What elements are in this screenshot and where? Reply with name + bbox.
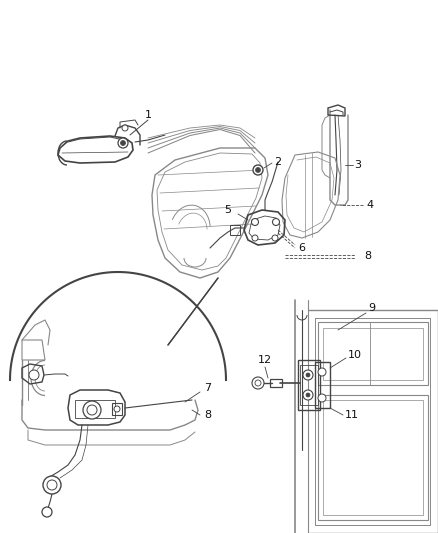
Circle shape [43, 476, 61, 494]
Circle shape [29, 370, 39, 380]
Circle shape [318, 368, 326, 376]
Text: 6: 6 [299, 243, 305, 253]
Circle shape [306, 373, 310, 377]
Circle shape [272, 235, 278, 241]
Text: 9: 9 [368, 303, 375, 313]
Circle shape [303, 370, 313, 380]
Circle shape [114, 406, 120, 412]
Text: 3: 3 [354, 160, 361, 170]
Circle shape [272, 219, 279, 225]
Text: 1: 1 [145, 110, 152, 120]
Text: 7: 7 [205, 383, 212, 393]
Circle shape [251, 219, 258, 225]
Circle shape [306, 393, 310, 397]
Circle shape [255, 167, 261, 173]
Text: 5: 5 [225, 205, 232, 215]
Circle shape [252, 377, 264, 389]
Circle shape [47, 480, 57, 490]
Circle shape [42, 507, 52, 517]
Circle shape [87, 405, 97, 415]
Circle shape [253, 165, 263, 175]
Text: 10: 10 [348, 350, 362, 360]
Circle shape [120, 141, 126, 146]
Text: 11: 11 [345, 410, 359, 420]
Circle shape [303, 390, 313, 400]
Text: 4: 4 [367, 200, 374, 210]
Text: 12: 12 [258, 355, 272, 365]
Circle shape [252, 235, 258, 241]
Text: 2: 2 [275, 157, 282, 167]
Circle shape [118, 138, 128, 148]
Circle shape [255, 380, 261, 386]
Circle shape [83, 401, 101, 419]
Text: 8: 8 [364, 251, 371, 261]
Circle shape [318, 394, 326, 402]
Circle shape [122, 125, 128, 131]
Text: 8: 8 [205, 410, 212, 420]
